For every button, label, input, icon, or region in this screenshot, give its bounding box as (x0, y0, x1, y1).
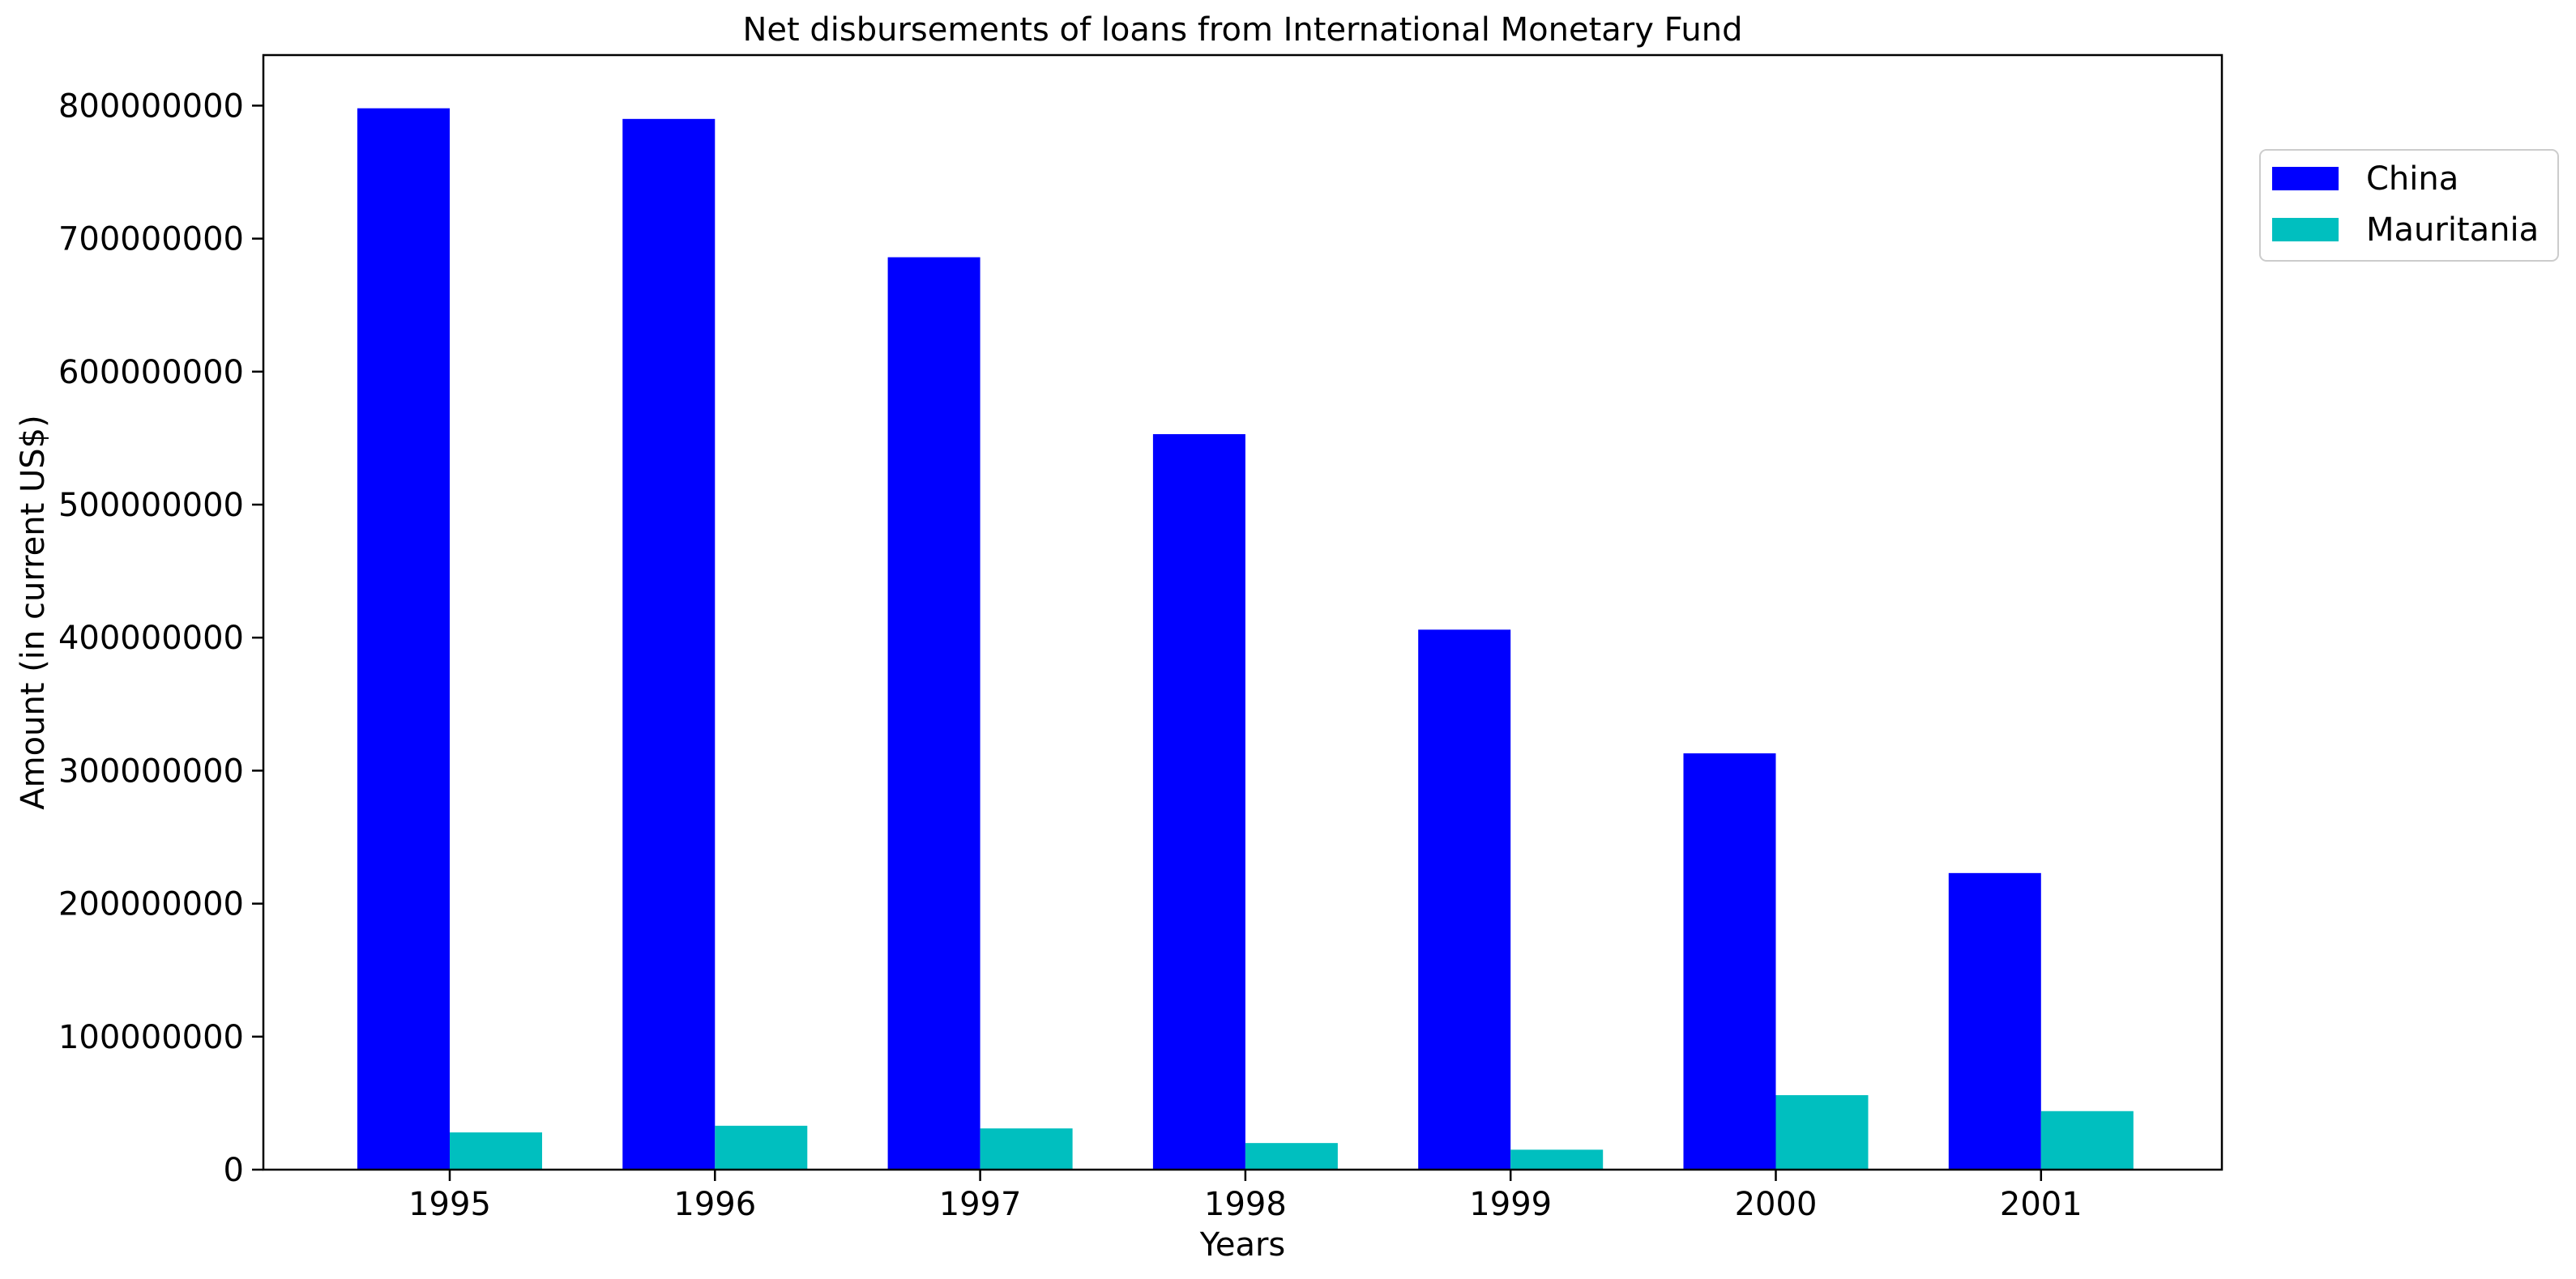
bar-china-1999 (1418, 629, 1511, 1170)
legend-swatch-china (2272, 167, 2339, 190)
y-axis-label: Amount (in current US$) (15, 415, 52, 809)
y-tick-label: 300000000 (58, 752, 244, 790)
y-tick-label: 400000000 (58, 620, 244, 657)
bar-mauritania-1996 (715, 1125, 808, 1170)
x-tick-label: 2001 (2000, 1186, 2083, 1223)
y-tick-label: 700000000 (58, 221, 244, 258)
bar-mauritania-2001 (2040, 1111, 2134, 1170)
bar-china-2001 (1948, 872, 2041, 1170)
bar-china-1998 (1152, 433, 1245, 1170)
y-tick-label: 0 (224, 1152, 244, 1189)
y-tick-label: 100000000 (58, 1019, 244, 1056)
bar-mauritania-1997 (980, 1128, 1073, 1170)
legend-label-mauritania: Mauritania (2366, 211, 2539, 249)
bar-mauritania-1999 (1510, 1149, 1604, 1170)
bar-mauritania-1998 (1245, 1143, 1338, 1170)
bar-china-1996 (622, 118, 716, 1170)
x-tick-label: 1998 (1204, 1186, 1287, 1223)
bar-mauritania-1995 (450, 1132, 542, 1170)
x-tick-label: 1996 (673, 1186, 756, 1223)
bar-mauritania-2000 (1775, 1095, 1869, 1170)
chart-title: Net disbursements of loans from Internat… (742, 11, 1742, 49)
y-axis: 0 100000000 200000000 300000000 400000000 500… (58, 87, 263, 1189)
y-tick-label: 600000000 (58, 354, 244, 391)
x-tick-label: 1995 (408, 1186, 491, 1223)
plot-frame (262, 53, 2224, 1171)
legend: China Mauritania (2259, 149, 2559, 262)
legend-label-china: China (2366, 160, 2459, 198)
legend-swatch-mauritania (2272, 218, 2339, 241)
y-tick-label: 500000000 (58, 487, 244, 524)
bar-china-2000 (1683, 753, 1776, 1170)
y-tick-label: 800000000 (58, 87, 244, 125)
x-axis: 1995 1996 1997 1998 1999 2000 2001 (408, 1170, 2083, 1223)
x-axis-label: Years (1199, 1226, 1286, 1264)
bar-china-1995 (357, 108, 450, 1170)
y-tick-label: 200000000 (58, 886, 244, 923)
bar-china-1997 (887, 257, 980, 1170)
bars-group (357, 108, 2134, 1170)
x-tick-label: 1999 (1469, 1186, 1552, 1223)
x-tick-label: 1997 (939, 1186, 1022, 1223)
x-tick-label: 2000 (1735, 1186, 1818, 1223)
